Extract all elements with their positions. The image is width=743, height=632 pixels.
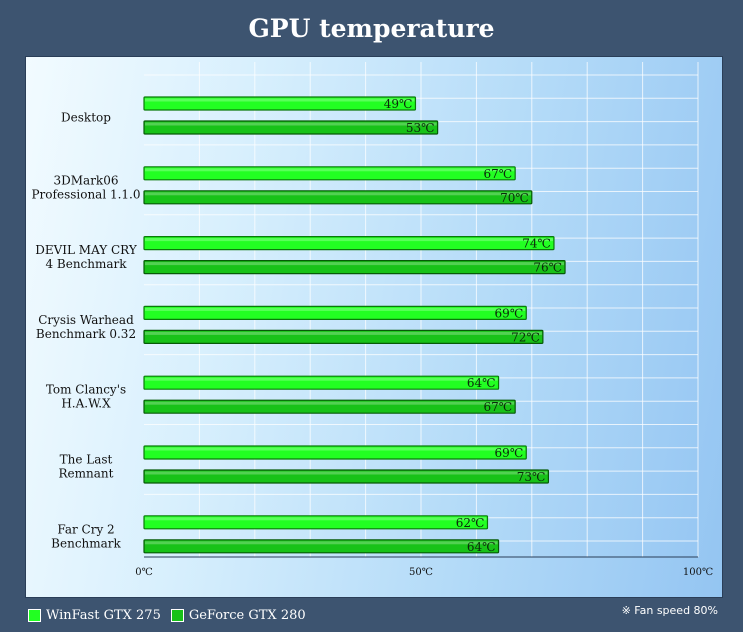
bar-highlight — [145, 377, 498, 381]
bar-highlight — [145, 238, 553, 242]
bar — [143, 305, 527, 320]
x-tick-label: 100℃ — [683, 567, 713, 578]
data-label: 72℃ — [511, 330, 540, 344]
legend-label-series-2: GeForce GTX 280 — [188, 607, 306, 623]
category-label: 3DMark06 — [54, 173, 119, 187]
legend-item-series-2: GeForce GTX 280 — [170, 607, 306, 623]
data-label: 70℃ — [500, 191, 529, 205]
category-label: Tom Clancy's — [46, 383, 126, 397]
legend-item-series-1: WinFast GTX 275 — [28, 608, 161, 623]
bar — [143, 260, 566, 275]
category-label: Professional 1.1.0 — [31, 187, 140, 201]
plot-area: Desktop 49℃ 53℃ 3DMark06 Professional 1.1.0 6… — [25, 56, 723, 598]
data-label: 64℃ — [467, 540, 496, 554]
category-label: Remnant — [59, 467, 114, 481]
bar — [143, 399, 516, 414]
legend-label-series-1: WinFast GTX 275 — [46, 607, 161, 623]
data-label: 49℃ — [384, 97, 413, 111]
legend: WinFast GTX 275 GeForce GTX 280 — [28, 606, 316, 624]
data-label: 69℃ — [495, 306, 524, 320]
data-label: 67℃ — [483, 400, 512, 414]
legend-swatch-series-2 — [170, 608, 184, 622]
category-label: Benchmark 0.32 — [36, 327, 136, 341]
bar-highlight — [145, 447, 526, 451]
bar — [143, 515, 489, 530]
bar-highlight — [145, 122, 437, 126]
category-label: Crysis Warhead — [38, 313, 134, 327]
bar — [143, 96, 417, 111]
bar-highlight — [145, 517, 487, 521]
x-tick-label: 0℃ — [135, 567, 153, 578]
bar-highlight — [145, 98, 415, 102]
bar-highlight — [145, 307, 526, 311]
data-label: 74℃ — [522, 237, 551, 251]
bar — [143, 236, 555, 251]
category-label: Desktop — [61, 111, 111, 125]
data-label: 69℃ — [495, 446, 524, 460]
x-tick-label: 50℃ — [409, 567, 433, 578]
bar-highlight — [145, 192, 531, 196]
category-label: DEVIL MAY CRY — [35, 243, 138, 257]
bar-highlight — [145, 471, 548, 475]
bar — [143, 445, 527, 460]
chart-title: GPU temperature — [248, 14, 495, 43]
data-label: 62℃ — [456, 516, 485, 530]
data-label: 64℃ — [467, 376, 496, 390]
category-label: The Last — [60, 453, 113, 467]
bar-highlight — [145, 168, 515, 172]
bar — [143, 190, 533, 205]
data-label: 76℃ — [533, 261, 562, 275]
category-label: H.A.W.X — [61, 397, 111, 411]
bar-highlight — [145, 331, 542, 335]
bar-highlight — [145, 401, 515, 405]
legend-swatch-series-1 — [28, 608, 41, 622]
bar — [143, 166, 516, 181]
bar — [143, 120, 439, 135]
fan-speed-note: ※ Fan speed 80% — [621, 604, 718, 617]
category-label: Far Cry 2 — [57, 522, 114, 536]
data-label: 67℃ — [483, 167, 512, 181]
data-label: 53℃ — [406, 121, 435, 135]
bar — [143, 539, 500, 554]
category-label: Benchmark — [51, 536, 121, 550]
bar-highlight — [145, 541, 498, 545]
bar — [143, 469, 550, 484]
bar — [143, 375, 500, 390]
data-label: 73℃ — [517, 470, 546, 484]
bar-highlight — [145, 262, 565, 266]
bar — [143, 329, 544, 344]
category-label: 4 Benchmark — [45, 257, 127, 271]
